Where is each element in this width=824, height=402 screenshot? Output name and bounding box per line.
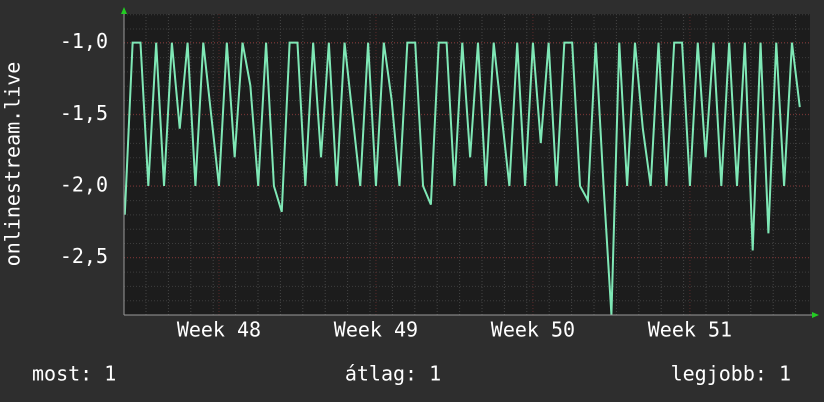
- y-axis-label: onlinestream.live: [1, 62, 25, 267]
- x-tick-label: Week 50: [491, 318, 575, 342]
- y-tick-label: -1,0: [60, 29, 108, 53]
- data-line: [123, 41, 801, 316]
- y-tick-label: -2,0: [60, 173, 108, 197]
- axis-arrow: [121, 7, 127, 14]
- x-tick-label: Week 51: [648, 318, 732, 342]
- axis-arrow: [812, 312, 819, 318]
- x-tick-label: Week 49: [334, 318, 418, 342]
- footer-stat: átlag: 1: [345, 362, 441, 386]
- y-tick-label: -1,5: [60, 101, 108, 125]
- footer-stat: most: 1: [32, 362, 116, 386]
- marks: [123, 41, 801, 316]
- grid: [124, 14, 810, 315]
- footer-stat: legjobb: 1: [671, 362, 791, 386]
- y-tick-label: -2,5: [60, 244, 108, 268]
- x-tick-label: Week 48: [177, 318, 261, 342]
